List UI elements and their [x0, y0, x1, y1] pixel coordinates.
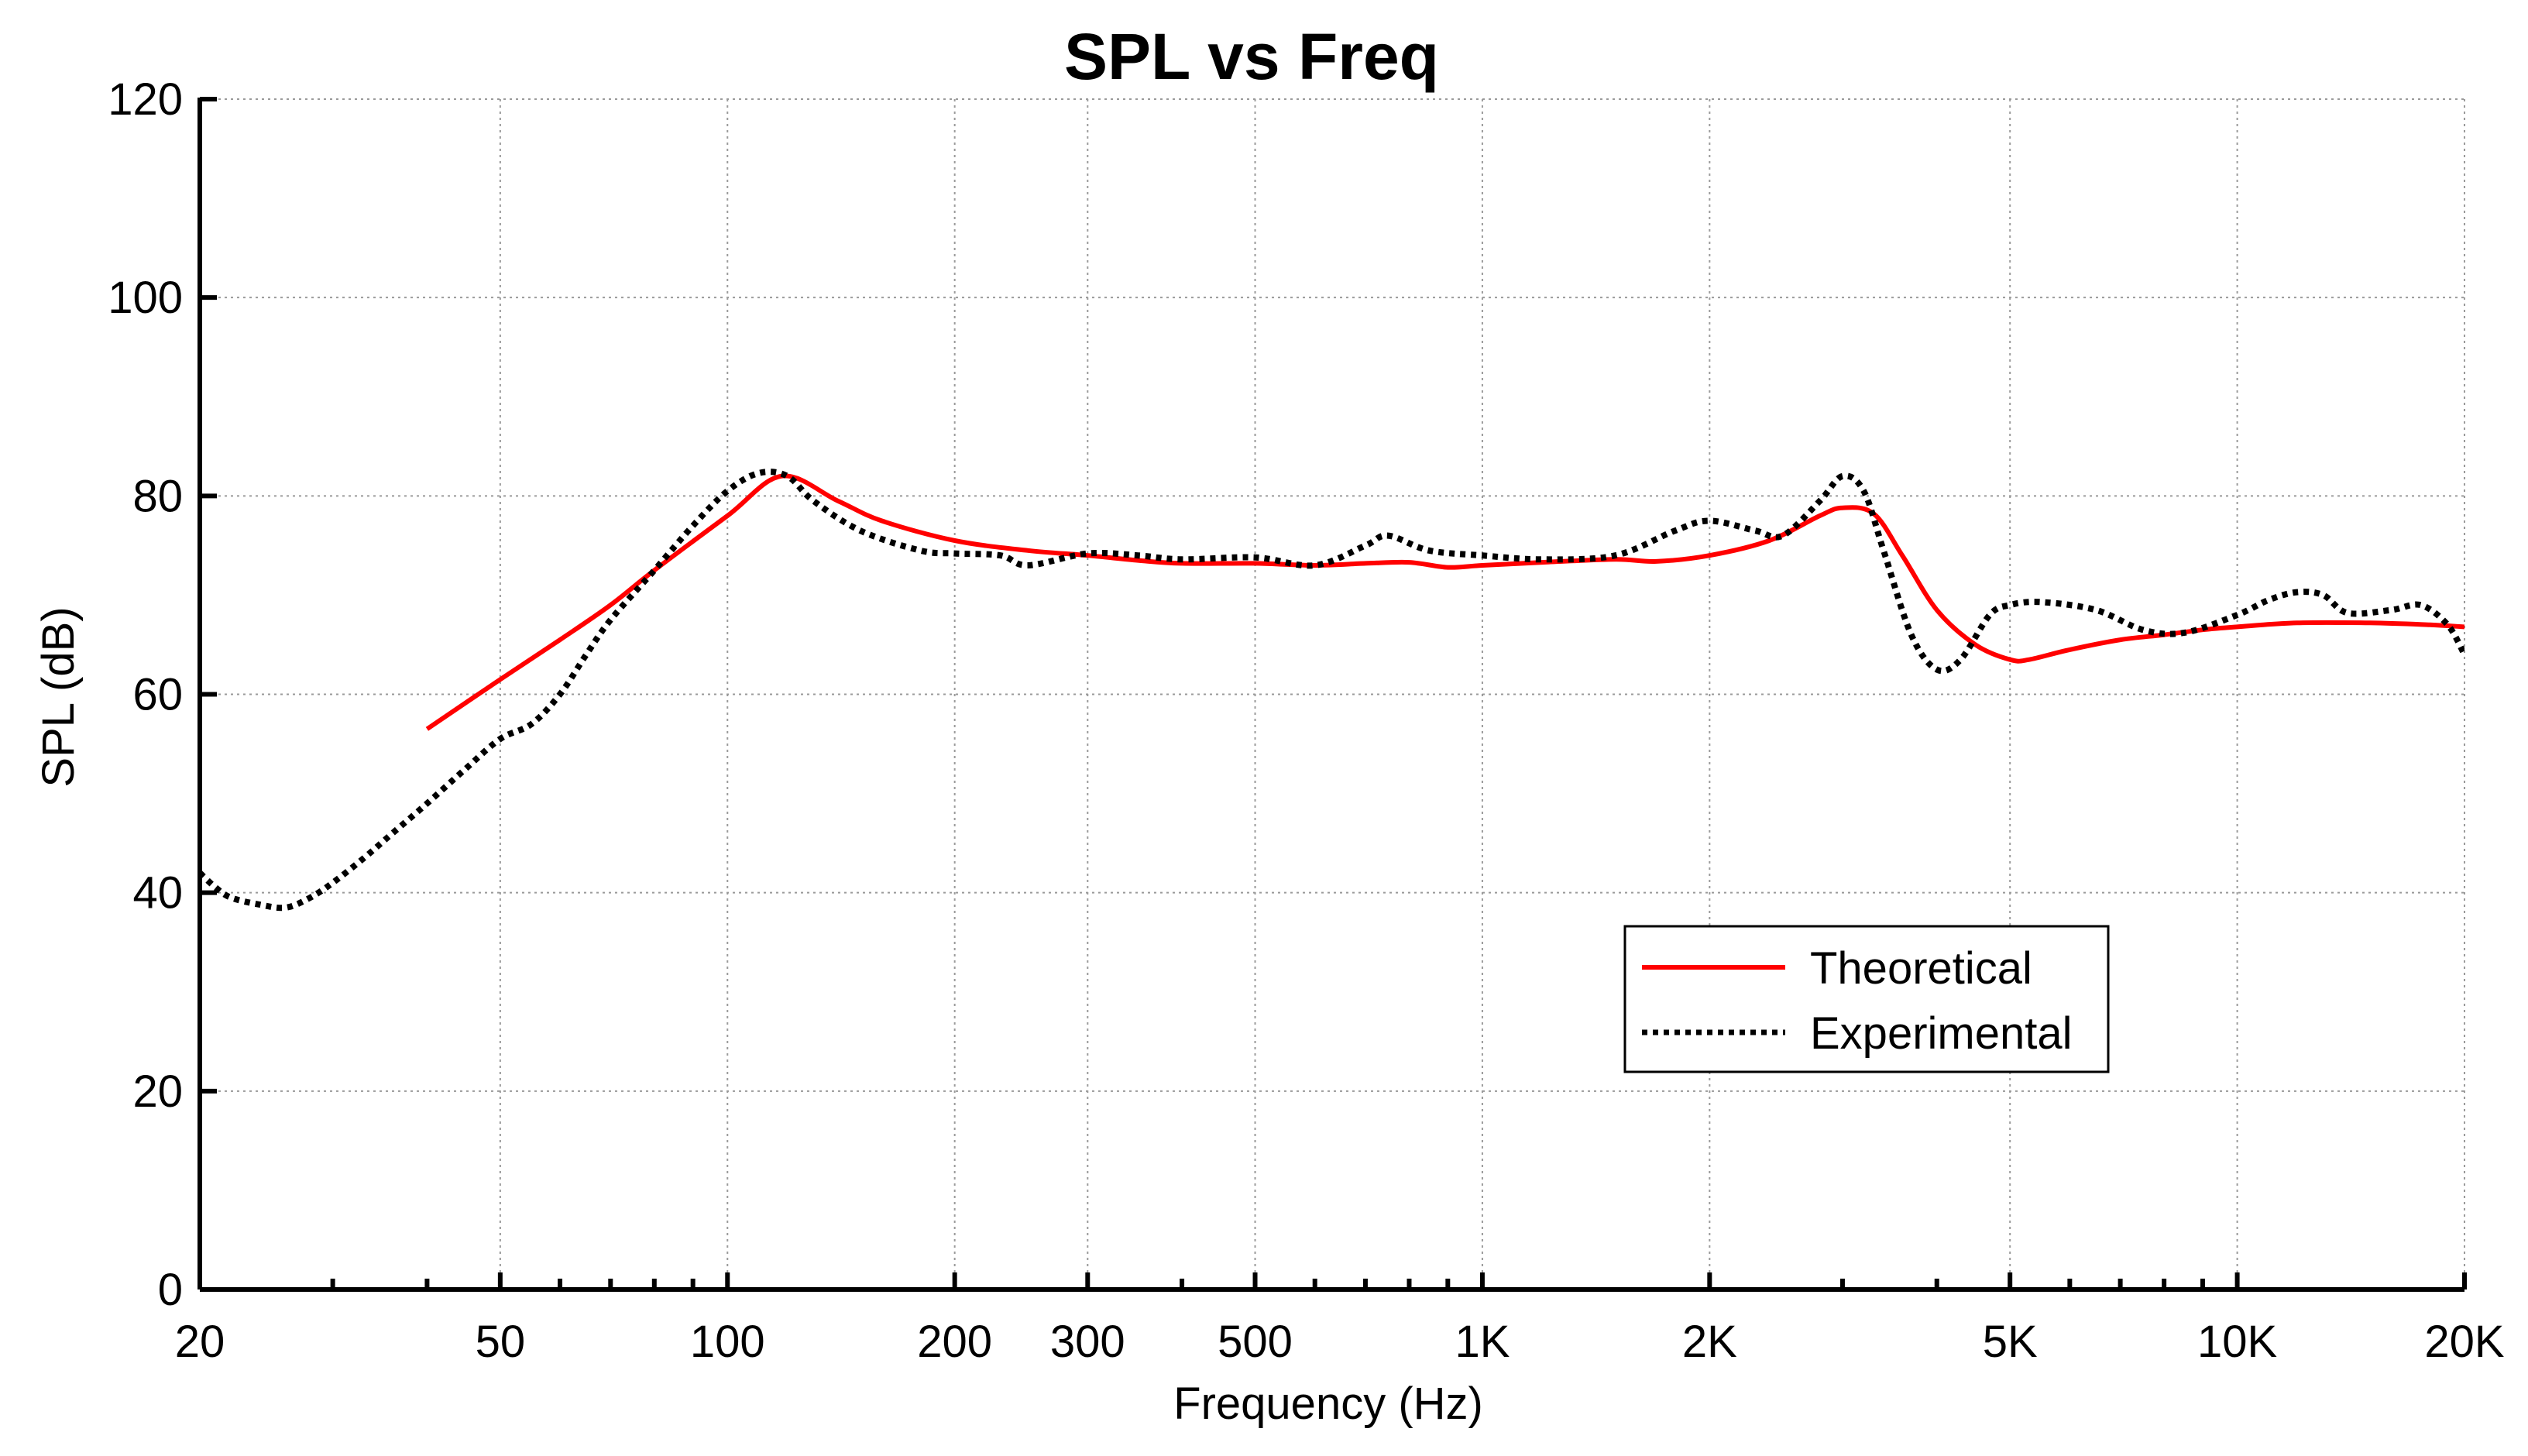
y-tick-label: 0 — [158, 1265, 183, 1315]
y-tick-label: 40 — [132, 868, 183, 919]
y-tick-label: 60 — [132, 670, 183, 720]
series-line-experimental — [200, 469, 2464, 912]
x-tick-label: 10K — [2197, 1317, 2278, 1367]
axis-ticks: 20 50 100 200 300 500 1K 2K 5K 10K 20K020406080100… — [108, 74, 2505, 1367]
y-tick-label: 20 — [132, 1066, 183, 1117]
x-tick-label: 20K — [2424, 1317, 2505, 1367]
legend-box — [1623, 925, 2110, 1073]
x-tick-label: 2K — [1682, 1317, 1737, 1367]
legend-label-theoretical: Theoretical — [1810, 943, 2032, 994]
x-tick-label: 300 — [1050, 1317, 1125, 1367]
chart-title: SPL vs Freq — [1064, 20, 1439, 93]
legend: Theoretical Experimental — [1623, 925, 2110, 1073]
y-tick-label: 100 — [108, 273, 183, 323]
series-lines — [200, 469, 2464, 912]
x-tick-label: 20 — [175, 1317, 225, 1367]
x-tick-label: 5K — [1983, 1317, 2038, 1367]
series-line-theoretical — [425, 473, 2464, 731]
x-tick-label: 200 — [917, 1317, 992, 1367]
y-axis-label: SPL (dB) — [33, 606, 84, 787]
x-tick-label: 50 — [476, 1317, 526, 1367]
x-tick-label: 1K — [1455, 1317, 1510, 1367]
x-tick-label: 100 — [690, 1317, 765, 1367]
legend-label-experimental: Experimental — [1810, 1008, 2072, 1059]
x-tick-label: 500 — [1218, 1317, 1293, 1367]
y-tick-label: 120 — [108, 74, 183, 125]
grid-lines — [199, 98, 2465, 1290]
y-tick-label: 80 — [132, 471, 183, 521]
x-axis-label: Frequency (Hz) — [1173, 1379, 1483, 1429]
